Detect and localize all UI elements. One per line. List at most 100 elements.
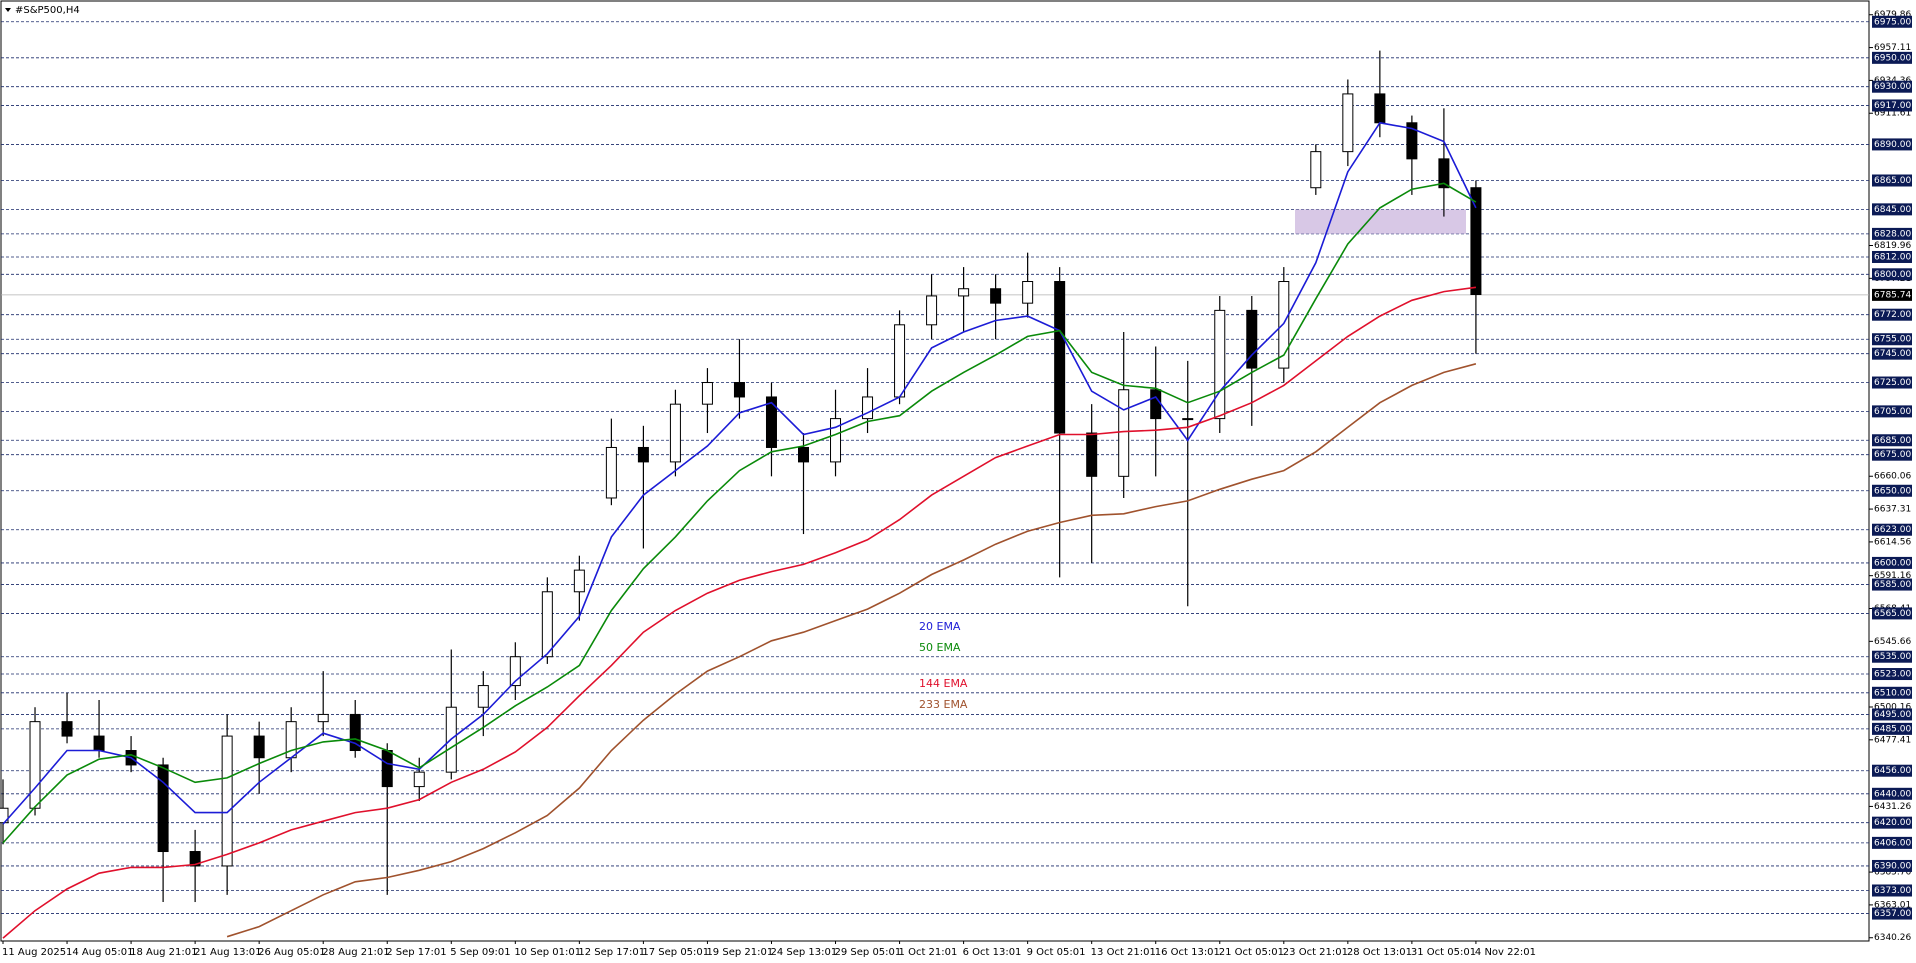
level-label: 6800.00 — [1874, 270, 1911, 280]
candle-body — [1054, 281, 1066, 434]
y-tick-label: 6660.06 — [1874, 472, 1911, 482]
x-tick-label: 16 Oct 13:01 — [1155, 947, 1220, 958]
candle-body — [926, 295, 938, 326]
y-tick-label: 6477.41 — [1874, 735, 1911, 745]
y-tick-label: 6363.01 — [1874, 900, 1911, 910]
level-label-box — [1872, 174, 1912, 187]
candle-body — [1406, 122, 1418, 160]
candle-body — [317, 713, 329, 723]
x-tick-label: 4 Nov 22:01 — [1475, 947, 1536, 958]
level-label-box — [1872, 523, 1912, 536]
level-label-box — [1872, 15, 1912, 28]
level-label: 6890.00 — [1874, 140, 1911, 150]
x-tick-label: 2 Sep 17:01 — [386, 947, 446, 958]
level-label-box — [1872, 308, 1912, 321]
menu-triangle — [5, 8, 11, 12]
level-label-box — [1872, 884, 1912, 897]
level-label: 6485.00 — [1874, 724, 1911, 734]
candle-body — [1022, 281, 1034, 304]
level-label: 6845.00 — [1874, 205, 1911, 215]
level-label: 6812.00 — [1874, 252, 1911, 262]
x-tick-label: 18 Aug 21:01 — [130, 947, 197, 958]
level-label: 6523.00 — [1874, 670, 1911, 680]
level-label-box — [1872, 333, 1912, 346]
x-tick-label: 6 Oct 13:01 — [963, 947, 1022, 958]
y-tick-label: 6545.66 — [1874, 637, 1911, 647]
level-label: 6865.00 — [1874, 176, 1911, 186]
level-label: 6917.00 — [1874, 101, 1911, 111]
level-label: 6495.00 — [1874, 710, 1911, 720]
candle-body — [61, 721, 73, 737]
x-tick-label: 28 Aug 21:01 — [322, 947, 389, 958]
y-tick-label: 6591.16 — [1874, 571, 1911, 581]
x-tick-label: 14 Aug 05:01 — [66, 947, 133, 958]
candle-body — [381, 750, 393, 788]
candle-body — [413, 771, 425, 788]
y-tick-label: 6385.76 — [1874, 868, 1911, 878]
level-label-box — [1872, 347, 1912, 360]
level-label-box — [1872, 816, 1912, 829]
level-label: 6390.00 — [1874, 861, 1911, 871]
level-label: 6510.00 — [1874, 688, 1911, 698]
level-label-box — [1872, 668, 1912, 681]
level-label-box — [1872, 787, 1912, 800]
y-tick-label: 6911.61 — [1874, 109, 1911, 119]
candle-body — [1438, 158, 1450, 189]
level-label-box — [1872, 722, 1912, 735]
level-label: 6725.00 — [1874, 378, 1911, 388]
level-label-box — [1872, 203, 1912, 216]
level-label: 6565.00 — [1874, 609, 1911, 619]
y-tick-label: 6340.26 — [1874, 933, 1911, 943]
candle-body — [733, 382, 745, 398]
x-tick-label: 26 Aug 05:01 — [258, 947, 325, 958]
candle-body — [253, 735, 265, 759]
x-tick-label: 5 Sep 09:01 — [450, 947, 510, 958]
legend-label: 50 EMA — [919, 641, 961, 654]
level-label: 6685.00 — [1874, 436, 1911, 446]
level-label-box — [1872, 80, 1912, 93]
candle-body — [1182, 418, 1194, 421]
y-tick-label: 6637.31 — [1874, 505, 1911, 515]
level-label: 6675.00 — [1874, 450, 1911, 460]
level-label: 6755.00 — [1874, 335, 1911, 345]
level-label-box — [1872, 650, 1912, 663]
ema-line — [226, 363, 1477, 938]
candle-body — [958, 288, 970, 297]
candle-body — [894, 324, 906, 398]
candle-body — [798, 446, 809, 463]
candle-body — [189, 851, 201, 867]
x-tick-label: 24 Sep 13:01 — [770, 947, 837, 958]
level-label-box — [1872, 99, 1912, 112]
x-tick-label: 21 Oct 05:01 — [1219, 947, 1284, 958]
candle-body — [637, 446, 649, 463]
candle-body — [509, 656, 521, 687]
level-label-box — [1872, 556, 1912, 569]
level-label-box — [1872, 907, 1912, 920]
level-label-box — [1872, 686, 1912, 699]
level-label-box — [1872, 859, 1912, 872]
x-tick-label: 23 Oct 21:01 — [1283, 947, 1348, 958]
level-label-box — [1872, 578, 1912, 591]
x-tick-label: 19 Sep 21:01 — [706, 947, 773, 958]
level-label-box — [1872, 268, 1912, 281]
candle-body — [93, 735, 105, 752]
ema-line — [2, 182, 1477, 844]
candle-body — [1374, 93, 1386, 124]
candle-body — [221, 735, 233, 867]
level-label: 6420.00 — [1874, 818, 1911, 828]
x-tick-label: 1 Oct 21:01 — [899, 947, 958, 958]
level-label-box — [1872, 138, 1912, 151]
candle-body — [29, 721, 41, 809]
candle-body — [1470, 187, 1482, 296]
level-label-box — [1872, 484, 1912, 497]
x-tick-label: 10 Sep 01:01 — [514, 947, 581, 958]
legend-label: 233 EMA — [919, 698, 968, 711]
level-label-box — [1872, 250, 1912, 263]
level-label-box — [1872, 376, 1912, 389]
level-label: 6373.00 — [1874, 886, 1911, 896]
candle-body — [765, 396, 777, 448]
zone — [1295, 209, 1466, 234]
level-label-box — [1872, 405, 1912, 418]
level-label: 6623.00 — [1874, 525, 1911, 535]
